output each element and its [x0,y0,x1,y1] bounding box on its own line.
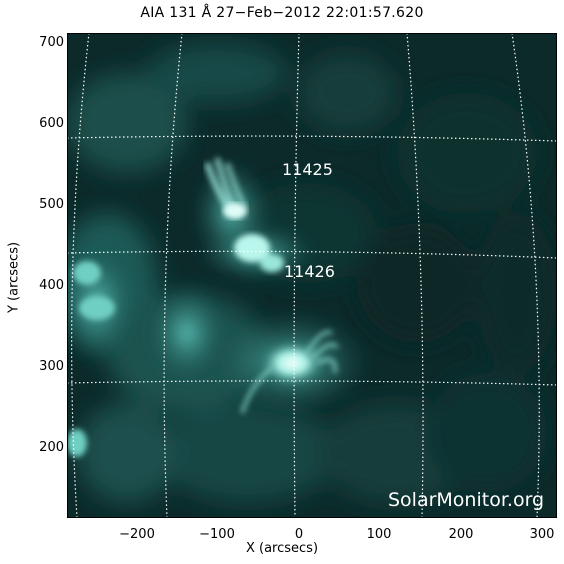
y-tick-label: 200 [39,440,64,455]
y-tick-label: 600 [39,116,64,131]
solar-image: 11425 11426 SolarMonitor.org [67,33,557,518]
x-axis-label: X (arcsecs) [245,541,319,556]
heliographic-grid [67,33,557,518]
region-label-11425: 11425 [282,160,333,179]
region-label-11426: 11426 [284,262,335,281]
x-tick-label: 0 [294,527,304,542]
y-axis-label: Y (arcsecs) [6,241,22,314]
bright-core [260,341,324,385]
x-tick-label: 300 [529,527,555,542]
x-tick-label: 200 [448,527,474,542]
x-tick-label: 100 [366,527,392,542]
y-tick-label: 500 [39,197,64,212]
x-tick-label: −100 [199,527,235,542]
watermark: SolarMonitor.org [388,489,544,511]
y-tick-label: 300 [39,359,64,374]
image-title: AIA 131 Å 27−Feb−2012 22:01:57.620 [140,5,424,21]
x-tick-label: −200 [119,527,155,542]
y-tick-label: 700 [39,35,64,50]
y-tick-label: 400 [39,278,64,293]
